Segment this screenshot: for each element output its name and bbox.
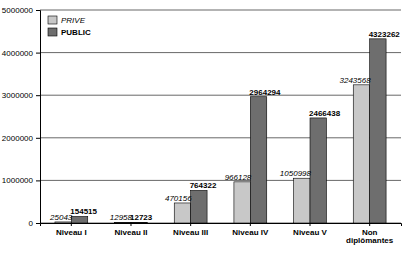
legend-label: PUBLIC [61, 28, 91, 37]
grid-line [40, 95, 401, 96]
bar [250, 97, 266, 223]
grid-line [40, 10, 401, 11]
x-tick-mark [310, 223, 311, 226]
legend-swatch [48, 28, 57, 36]
x-axis-line [41, 224, 402, 227]
data-label: 154515 [70, 207, 97, 216]
y-tick-label: 0 [29, 219, 34, 228]
y-tick-mark [36, 53, 40, 54]
bar [294, 178, 310, 223]
legend-item: PRIVE [48, 16, 86, 25]
y-tick-label: 5000000 [2, 6, 34, 15]
x-tick-label: Niveau IV [232, 228, 269, 237]
legend-label: PRIVE [61, 16, 86, 25]
y-tick: 5000000 [2, 6, 40, 15]
x-tick-label: Niveau I [56, 228, 87, 237]
y-tick: 3000000 [2, 91, 40, 100]
grid-line [40, 52, 401, 53]
x-tick-label: Nondiplômantes [346, 228, 394, 246]
bar [174, 203, 190, 223]
y-tick-mark [36, 10, 40, 11]
x-tick: Niveau IV [232, 223, 269, 237]
bar [310, 118, 326, 223]
bar [370, 39, 386, 223]
x-tick-label: Niveau V [293, 228, 327, 237]
x-tick-mark [130, 223, 131, 226]
bar [234, 182, 250, 223]
x-tick-label: Niveau III [173, 228, 208, 237]
data-label: 764322 [190, 181, 217, 190]
y-tick-mark [36, 138, 40, 139]
y-tick-mark [36, 223, 40, 224]
legend: PRIVE PUBLIC [48, 16, 91, 37]
x-axis: Niveau I Niveau II Niveau III Niveau IV Nive… [41, 223, 402, 245]
data-label: 1050998 [280, 169, 312, 178]
x-tick-mark [190, 223, 191, 226]
x-tick: Niveau II [115, 223, 148, 237]
y-tick-mark [36, 95, 40, 96]
plot: 0 1000000 2000000 3000000 4000000 5000000 Nive… [2, 6, 402, 245]
data-label: 12723 [130, 213, 153, 222]
legend-swatch [48, 16, 57, 24]
x-tick-mark [369, 223, 370, 226]
data-label: 3243568 [340, 76, 372, 85]
y-tick: 2000000 [2, 134, 40, 143]
bar [353, 85, 369, 223]
bar [191, 190, 207, 223]
bar [55, 222, 71, 223]
chart: 0 1000000 2000000 3000000 4000000 5000000 Nive… [0, 0, 407, 261]
data-label: 2964294 [249, 88, 281, 97]
y-axis: 0 1000000 2000000 3000000 4000000 5000000 [2, 6, 41, 228]
legend-item: PUBLIC [48, 28, 91, 37]
y-tick-label: 3000000 [2, 91, 34, 100]
grid [40, 10, 401, 223]
x-tick: Niveau I [56, 223, 87, 237]
x-tick-label: Niveau II [115, 228, 148, 237]
y-tick-label: 2000000 [2, 134, 34, 143]
y-tick-label: 1000000 [2, 176, 34, 185]
data-label: 2466438 [309, 109, 341, 118]
y-tick: 0 [29, 219, 40, 228]
x-tick: Nondiplômantes [346, 223, 394, 245]
grid-line [40, 137, 401, 138]
data-label: 4323262 [369, 30, 401, 39]
y-tick: 4000000 [2, 49, 40, 58]
data-label: 470156 [165, 194, 192, 203]
y-tick-mark [36, 180, 40, 181]
bars [55, 39, 386, 223]
data-label: 25043 [49, 213, 73, 222]
x-tick: Niveau III [173, 223, 208, 237]
data-labels: 2504312958470156966128105099832435681545… [49, 30, 400, 223]
x-tick-mark [71, 223, 72, 226]
y-tick-label: 4000000 [2, 49, 34, 58]
grid-line [40, 180, 401, 181]
y-axis-line [36, 11, 41, 224]
y-tick: 1000000 [2, 176, 40, 185]
data-label: 966128 [225, 173, 252, 182]
bar [71, 216, 87, 223]
x-tick-mark [250, 223, 251, 226]
x-tick: Niveau V [293, 223, 327, 237]
